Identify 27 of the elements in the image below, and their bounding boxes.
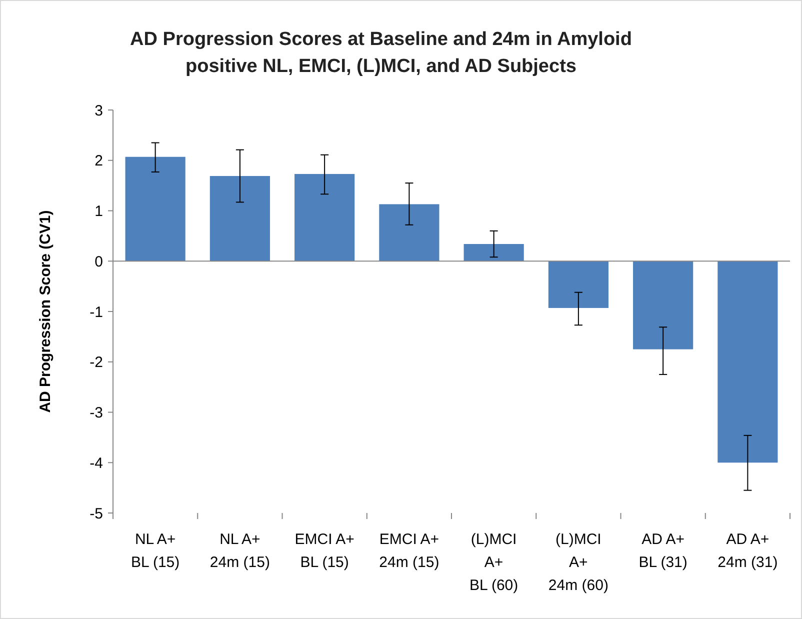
x-tick-label: (L)MCI A+ 24m (60) bbox=[548, 531, 608, 594]
y-tick-label: -3 bbox=[90, 404, 103, 422]
y-tick-label: 3 bbox=[94, 102, 103, 120]
y-tick-label: 1 bbox=[94, 203, 103, 220]
bar bbox=[210, 176, 270, 262]
y-tick-label: -5 bbox=[90, 505, 103, 522]
y-tick-label: -4 bbox=[90, 454, 103, 472]
x-tick-label: AD A+ BL (31) bbox=[638, 531, 688, 571]
bar bbox=[464, 244, 524, 262]
chart-title: AD Progression Scores at Baseline and 24m in Amyloid positive NL, EMCI, (L)MCI, and AD Subjects bbox=[130, 29, 632, 77]
bar bbox=[379, 204, 440, 262]
bar bbox=[294, 174, 355, 262]
bar bbox=[718, 261, 778, 463]
y-tick-label: 0 bbox=[94, 253, 103, 270]
x-tick-label: AD A+ 24m (31) bbox=[718, 531, 778, 571]
x-tick-label: NL A+ 24m (15) bbox=[210, 531, 270, 571]
bar bbox=[548, 261, 608, 308]
bar bbox=[633, 261, 694, 350]
x-tick-label: EMCI A+ 24m (15) bbox=[379, 531, 440, 571]
y-tick-label: -2 bbox=[90, 354, 103, 372]
x-tick-label: NL A+ BL (15) bbox=[130, 531, 180, 571]
x-tick-label: EMCI A+ BL (15) bbox=[294, 531, 355, 571]
y-tick-label: 2 bbox=[94, 152, 103, 170]
y-axis-title: AD Progression Score (CV1) bbox=[37, 210, 54, 413]
x-tick-label: (L)MCI A+ BL (60) bbox=[469, 531, 518, 594]
y-tick-label: -1 bbox=[90, 304, 103, 321]
bar bbox=[125, 156, 186, 262]
